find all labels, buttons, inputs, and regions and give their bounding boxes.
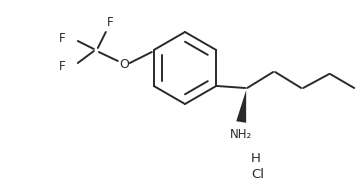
Text: H: H xyxy=(251,151,261,164)
Text: O: O xyxy=(119,57,129,70)
Text: F: F xyxy=(59,60,66,73)
Text: F: F xyxy=(106,15,113,28)
Text: Cl: Cl xyxy=(252,168,265,180)
Text: F: F xyxy=(59,32,66,45)
Text: NH₂: NH₂ xyxy=(230,128,252,141)
Polygon shape xyxy=(236,90,246,123)
